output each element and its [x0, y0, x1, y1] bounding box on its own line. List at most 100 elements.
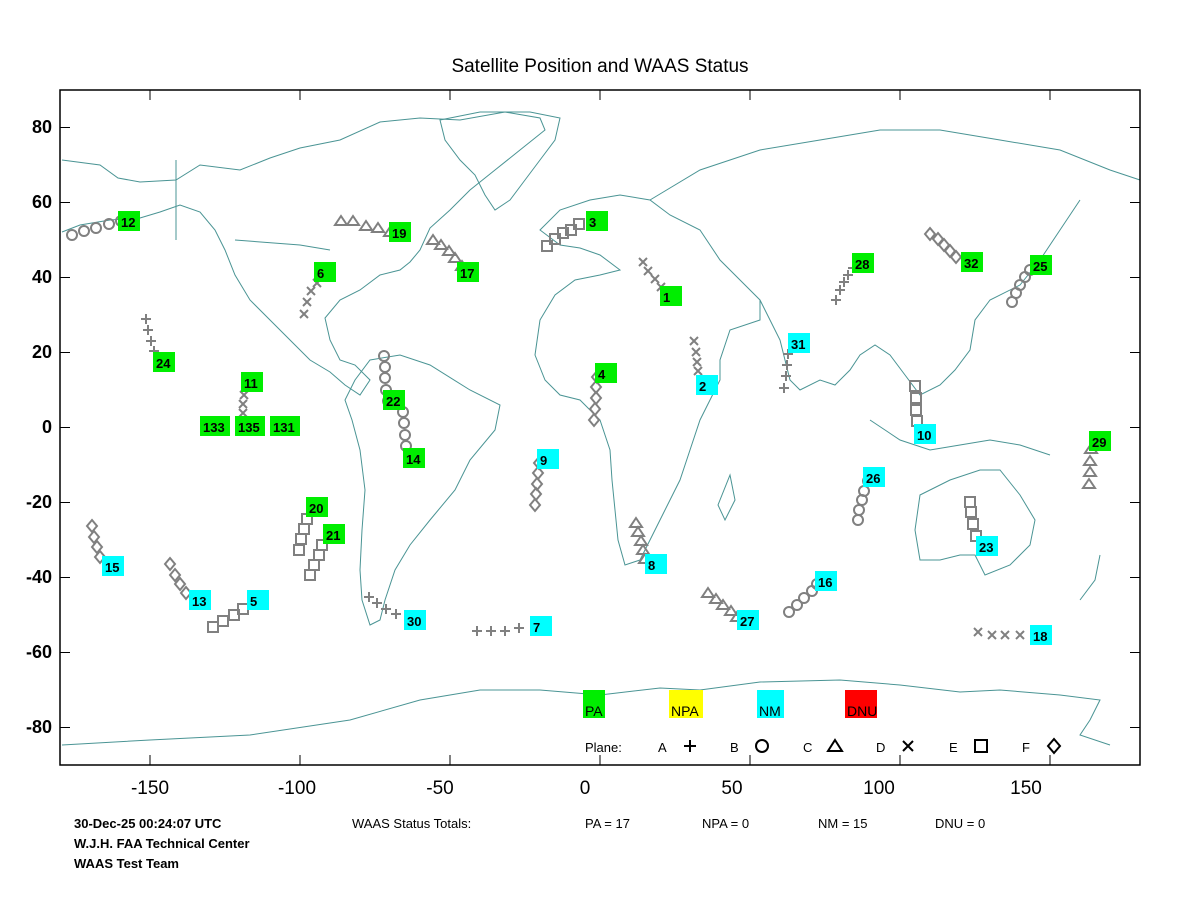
- y-tick-label: 20: [31, 342, 52, 362]
- legend-dnu: DNU: [845, 690, 877, 719]
- svg-text:B: B: [730, 740, 739, 755]
- satellite-label: 27: [737, 610, 759, 630]
- satellite-label: 25: [1030, 255, 1052, 275]
- timestamp: 30-Dec-25 00:24:07 UTC: [74, 816, 222, 831]
- legend-plane-d: D: [876, 740, 914, 755]
- satellite-label: 9: [537, 449, 559, 469]
- x-tick-label: -100: [277, 778, 317, 799]
- legend-plane-e: E: [949, 739, 988, 755]
- dnu-total: DNU = 0: [935, 816, 986, 831]
- y-tick-label: -80: [25, 717, 52, 737]
- svg-text:28: 28: [855, 257, 869, 272]
- svg-text:3: 3: [589, 215, 596, 230]
- svg-text:13: 13: [192, 594, 206, 609]
- axis-ticks: [60, 90, 1140, 765]
- satellite-track: [700, 586, 745, 622]
- satellite-label: 8: [645, 554, 667, 574]
- satellite-label: 22: [383, 390, 405, 410]
- svg-text:7: 7: [533, 620, 540, 635]
- satellite-track: [85, 518, 107, 565]
- y-tick-label: -20: [25, 492, 52, 512]
- svg-text:PA: PA: [585, 703, 603, 719]
- svg-text:21: 21: [326, 528, 340, 543]
- y-tick-label: -60: [25, 642, 52, 662]
- svg-text:9: 9: [540, 453, 547, 468]
- svg-text:23: 23: [979, 540, 993, 555]
- svg-text:14: 14: [406, 452, 421, 467]
- svg-text:5: 5: [250, 594, 257, 609]
- satellite-track: [66, 215, 127, 241]
- satellite-track: [364, 592, 401, 619]
- satellite-label: 3: [586, 211, 608, 231]
- svg-text:1: 1: [663, 290, 670, 305]
- legend-plane-c: C: [803, 738, 844, 755]
- x-tick-label: -150: [130, 778, 170, 799]
- svg-text:12: 12: [121, 215, 135, 230]
- svg-text:6: 6: [317, 266, 324, 281]
- satellite-label: 133: [200, 416, 230, 436]
- satellite-track: [964, 496, 982, 542]
- team-name: WAAS Test Team: [74, 856, 179, 871]
- satellite-track: [207, 603, 249, 633]
- svg-text:15: 15: [105, 560, 119, 575]
- satellite-track: [689, 336, 703, 376]
- svg-text:32: 32: [964, 256, 978, 271]
- svg-text:4: 4: [598, 367, 606, 382]
- svg-text:E: E: [949, 740, 958, 755]
- satellite-label: 131: [270, 416, 300, 436]
- satellite-label: 7: [530, 616, 552, 636]
- satellite-label: 23: [976, 536, 998, 556]
- satellite-track: [141, 314, 159, 356]
- svg-text:31: 31: [791, 337, 805, 352]
- satellite-track: [541, 218, 585, 252]
- x-tick-label: 100: [863, 778, 895, 799]
- npa-total: NPA = 0: [702, 816, 750, 831]
- satellite-label: 30: [404, 610, 426, 630]
- satellite-label: 10: [914, 424, 936, 444]
- svg-text:22: 22: [386, 394, 400, 409]
- satellite-label: 17: [457, 262, 479, 282]
- svg-text:135: 135: [238, 420, 260, 435]
- svg-text:2: 2: [699, 379, 706, 394]
- satellite-label: 13: [189, 590, 211, 610]
- plane-legend: Plane: A B C D E F: [585, 737, 1062, 755]
- satellite-label: 2: [696, 375, 718, 395]
- totals-label: WAAS Status Totals:: [352, 816, 472, 831]
- svg-text:16: 16: [818, 575, 832, 590]
- status-legend: PA NPA NM DNU: [583, 690, 877, 719]
- satellite-label: 31: [788, 333, 810, 353]
- chart-title: Satellite Position and WAAS Status: [451, 56, 749, 77]
- svg-text:8: 8: [648, 558, 655, 573]
- svg-text:F: F: [1022, 740, 1030, 755]
- legend-nm: NM: [757, 690, 784, 719]
- x-tick-label: 50: [721, 778, 743, 799]
- satellite-label: 4: [595, 363, 617, 383]
- svg-text:17: 17: [460, 266, 474, 281]
- svg-text:19: 19: [392, 226, 406, 241]
- pa-total: PA = 17: [585, 816, 630, 831]
- satellite-label: 21: [323, 524, 345, 544]
- satellite-track: [304, 539, 328, 581]
- satellite-label: 18: [1030, 625, 1052, 645]
- svg-text:26: 26: [866, 471, 880, 486]
- satellite-label: 6: [314, 262, 336, 282]
- satellite-label: 15: [102, 556, 124, 576]
- svg-text:10: 10: [917, 428, 931, 443]
- svg-text:29: 29: [1092, 435, 1106, 450]
- svg-text:25: 25: [1033, 259, 1047, 274]
- svg-text:11: 11: [244, 376, 258, 391]
- legend-plane-a: A: [658, 740, 696, 755]
- y-tick-label: 0: [41, 417, 52, 437]
- organization: W.J.H. FAA Technical Center: [74, 836, 250, 851]
- satellite-label: 16: [815, 571, 837, 591]
- y-tick-label: -40: [25, 567, 52, 587]
- svg-text:133: 133: [203, 420, 225, 435]
- satellite-label: 1: [660, 286, 682, 306]
- satellite-label: 20: [306, 497, 328, 517]
- y-tick-label: 80: [31, 117, 52, 137]
- x-tick-label: 0: [579, 778, 591, 799]
- svg-text:20: 20: [309, 501, 323, 516]
- satellite-label: 28: [852, 253, 874, 273]
